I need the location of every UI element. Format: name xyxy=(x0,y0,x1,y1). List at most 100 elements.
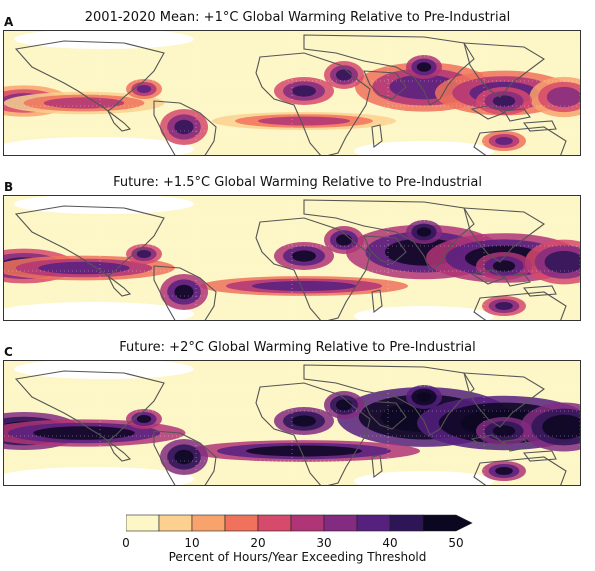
coastline xyxy=(503,438,531,452)
heat-contour xyxy=(33,426,135,440)
heat-layer xyxy=(4,55,580,151)
dry-region xyxy=(14,361,194,379)
heat-contour xyxy=(416,392,432,402)
heat-contour xyxy=(246,445,362,457)
colorbar-cell xyxy=(257,514,292,532)
dry-region xyxy=(354,141,494,155)
colorbar-cell xyxy=(126,514,160,532)
coastline xyxy=(503,108,531,122)
heat-contour xyxy=(136,85,152,93)
heat-contour xyxy=(546,86,580,108)
coastline xyxy=(503,273,531,287)
dry-region xyxy=(354,471,494,485)
panel-c-map xyxy=(3,360,581,486)
panel-a-title: 2001-2020 Mean: +1°C Global Warming Rela… xyxy=(84,10,511,25)
coastline xyxy=(14,40,165,112)
coastline xyxy=(363,400,407,430)
panel-b-map xyxy=(3,195,581,321)
coastline xyxy=(371,124,383,149)
dry-region xyxy=(354,306,494,320)
panel-a-map xyxy=(3,30,581,156)
heat-contour xyxy=(492,260,516,272)
coastline xyxy=(303,199,475,271)
coastline xyxy=(371,454,383,479)
colorbar-tick-30: 30 xyxy=(316,536,332,550)
colorbar-cell xyxy=(158,514,193,532)
dry-region xyxy=(14,31,194,49)
colorbar-cell xyxy=(356,514,391,532)
heat-contour xyxy=(336,399,352,411)
heat-contour xyxy=(38,261,130,275)
heat-contour xyxy=(495,137,513,145)
coastline xyxy=(363,70,407,100)
coastline xyxy=(107,275,132,297)
colorbar-tick-10: 10 xyxy=(184,536,200,550)
heat-contour xyxy=(336,234,352,246)
coastline xyxy=(14,370,165,442)
coastline xyxy=(303,34,475,106)
coastline xyxy=(153,265,217,320)
heat-contour xyxy=(174,284,194,300)
heat-contour xyxy=(174,119,194,135)
heat-contour xyxy=(292,85,316,97)
colorbar-cell xyxy=(389,514,424,532)
colorbar xyxy=(126,514,473,532)
heat-layer xyxy=(4,385,580,481)
coastlines xyxy=(14,34,567,155)
colorbar-label: Percent of Hours/Year Exceeding Threshol… xyxy=(168,550,427,564)
coastline xyxy=(463,372,545,428)
dry-region xyxy=(14,196,194,214)
colorbar-arrow xyxy=(422,514,473,532)
coastline xyxy=(463,207,545,263)
colorbar-cell xyxy=(323,514,358,532)
dry-region xyxy=(4,467,194,485)
colorbar-tick-50: 50 xyxy=(448,536,464,550)
coastline xyxy=(371,289,383,314)
heat-contour xyxy=(292,250,316,262)
coastline xyxy=(473,126,567,155)
panel-c-title: Future: +2°C Global Warming Relative to … xyxy=(119,340,476,355)
coastline xyxy=(303,364,475,436)
dry-region xyxy=(4,302,194,320)
colorbar-cell xyxy=(191,514,226,532)
coastline xyxy=(470,104,506,120)
coastline xyxy=(473,291,567,320)
heat-contour xyxy=(336,69,352,81)
heat-contour xyxy=(495,302,513,310)
dry-region xyxy=(4,137,194,155)
heat-layer xyxy=(4,220,580,316)
coastline xyxy=(473,456,567,485)
heat-contour xyxy=(252,281,356,291)
coastline xyxy=(153,430,217,485)
heat-contour xyxy=(292,415,316,427)
coastline xyxy=(255,217,371,320)
heat-contour xyxy=(136,415,152,423)
heat-contour xyxy=(544,250,580,274)
heat-contour xyxy=(495,467,513,475)
coastlines xyxy=(14,199,567,320)
coastline xyxy=(14,205,165,277)
coastline xyxy=(470,434,506,450)
panel-b-letter: B xyxy=(4,180,14,194)
colorbar-tick-40: 40 xyxy=(382,536,398,550)
heat-contour xyxy=(416,227,432,237)
panel-b-title: Future: +1.5°C Global Warming Relative t… xyxy=(113,175,482,190)
panel-a-letter: A xyxy=(4,15,14,29)
heat-contour xyxy=(43,97,125,109)
coastline xyxy=(363,235,407,265)
heat-contour xyxy=(174,449,194,465)
colorbar-cell xyxy=(290,514,325,532)
colorbar-tick-0: 0 xyxy=(122,536,130,550)
heat-contour xyxy=(492,95,516,107)
coastline xyxy=(470,269,506,285)
colorbar-cell xyxy=(224,514,259,532)
panel-c-letter: C xyxy=(4,345,13,359)
colorbar-tick-20: 20 xyxy=(250,536,266,550)
heat-contour xyxy=(542,414,580,440)
coastline xyxy=(255,382,371,485)
heat-contour xyxy=(492,425,516,437)
coastline xyxy=(255,52,371,155)
heat-contour xyxy=(136,250,152,258)
heat-contour xyxy=(258,116,350,126)
coastlines xyxy=(14,364,567,485)
